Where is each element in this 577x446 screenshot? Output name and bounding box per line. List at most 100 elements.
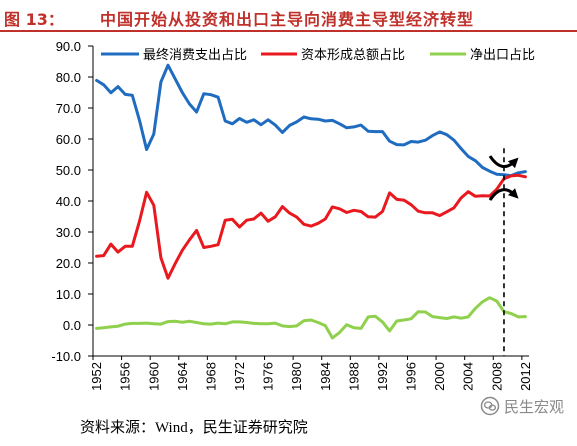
y-tick-label: 70.0 [56,101,81,116]
data-point-consumption [166,63,170,67]
data-point-net-exports [488,296,491,299]
data-point-investment [316,222,320,225]
x-tick-label: 2000 [432,362,447,391]
data-point-investment [188,238,191,241]
data-point-investment [331,205,334,209]
data-point-consumption [338,122,341,126]
data-point-consumption [188,102,191,106]
data-point-investment [181,249,184,252]
data-point-investment [388,191,391,195]
data-point-consumption [502,173,506,176]
legend-label-investment: 资本形成总额占比 [301,48,405,63]
data-point-net-exports [481,300,484,303]
data-point-net-exports [445,317,448,320]
data-point-net-exports [224,322,227,325]
data-point-consumption [331,119,334,122]
data-point-investment [495,188,498,191]
y-tick-label: 90.0 [56,39,81,54]
data-point-net-exports [352,326,356,329]
data-point-consumption [409,140,413,143]
data-point-consumption [202,92,205,95]
data-point-net-exports [309,318,313,322]
watermark: 民生宏观 [480,395,564,417]
data-point-consumption [324,119,327,123]
data-point-investment [338,207,341,210]
data-point-investment [209,245,213,248]
data-point-consumption [295,120,298,124]
data-point-consumption [288,124,291,127]
data-point-consumption [481,166,484,169]
data-point-net-exports [238,320,241,324]
series-net-exports [95,296,527,340]
data-point-investment [438,214,441,217]
data-point-net-exports [102,326,105,329]
data-point-net-exports [345,323,348,326]
data-point-net-exports [367,315,370,319]
data-point-net-exports [138,322,141,325]
data-point-investment [481,194,484,197]
data-point-investment [309,224,313,228]
x-tick-label: 2012 [518,362,533,391]
data-point-consumption [109,91,113,95]
data-point-net-exports [166,320,170,323]
data-point-investment [409,203,413,206]
data-point-consumption [495,173,498,176]
data-point-consumption [266,118,270,122]
data-point-consumption [138,119,141,122]
data-point-consumption [238,117,241,120]
data-point-consumption [309,117,313,121]
data-point-consumption [95,79,98,82]
data-point-net-exports [431,315,434,318]
data-point-investment [517,174,520,177]
y-tick-label: 10.0 [56,287,81,302]
data-point-investment [302,223,306,226]
data-point-investment [109,242,113,246]
data-point-investment [367,215,370,218]
data-point-consumption [374,130,377,133]
data-point-consumption [152,132,155,136]
data-point-consumption [116,85,120,88]
data-point-consumption [367,130,370,133]
data-point-investment [124,245,127,248]
data-point-investment [509,174,513,178]
data-point-net-exports [517,315,520,319]
data-point-net-exports [438,316,441,319]
data-point-consumption [459,147,463,150]
data-point-net-exports [409,317,413,320]
x-tick-label: 1956 [118,362,133,391]
data-point-investment [467,190,470,193]
legend-label-consumption: 最终消费支出占比 [143,47,247,63]
data-point-net-exports [374,315,377,318]
data-point-net-exports [338,331,341,334]
data-point-consumption [174,77,177,81]
data-point-consumption [159,80,163,84]
data-point-net-exports [295,324,298,328]
data-point-investment [202,246,205,249]
data-point-consumption [274,123,277,127]
legend-item-investment: 资本形成总额占比 [261,48,405,63]
data-point-investment [216,243,220,246]
data-point-investment [102,254,105,257]
data-point-net-exports [159,322,163,326]
figure-title-bar: 图 13： 中国开始从投资和出口主导向消费主导型经济转型 [0,0,577,32]
data-point-net-exports [245,321,248,324]
data-point-net-exports [116,325,120,328]
data-point-investment [195,229,198,232]
data-point-consumption [302,115,306,119]
data-point-investment [359,210,363,213]
axes: 90.0 80.0 70.0 60.0 50.0 40.0 30.0 20.0 10.0 0.0 -… [51,39,533,391]
data-point-consumption [388,140,391,143]
data-point-net-exports [209,322,213,326]
x-tick-label: 1972 [232,362,247,391]
data-point-net-exports [281,324,284,328]
data-point-investment [281,205,284,208]
data-point-consumption [488,170,491,173]
data-point-consumption [209,93,213,96]
data-point-net-exports [231,320,234,324]
data-point-consumption [145,148,148,151]
data-point-investment [324,217,327,221]
data-point-consumption [445,133,448,136]
data-point-net-exports [274,321,277,325]
x-tick-label: 1976 [261,362,276,391]
data-point-investment [524,175,527,178]
